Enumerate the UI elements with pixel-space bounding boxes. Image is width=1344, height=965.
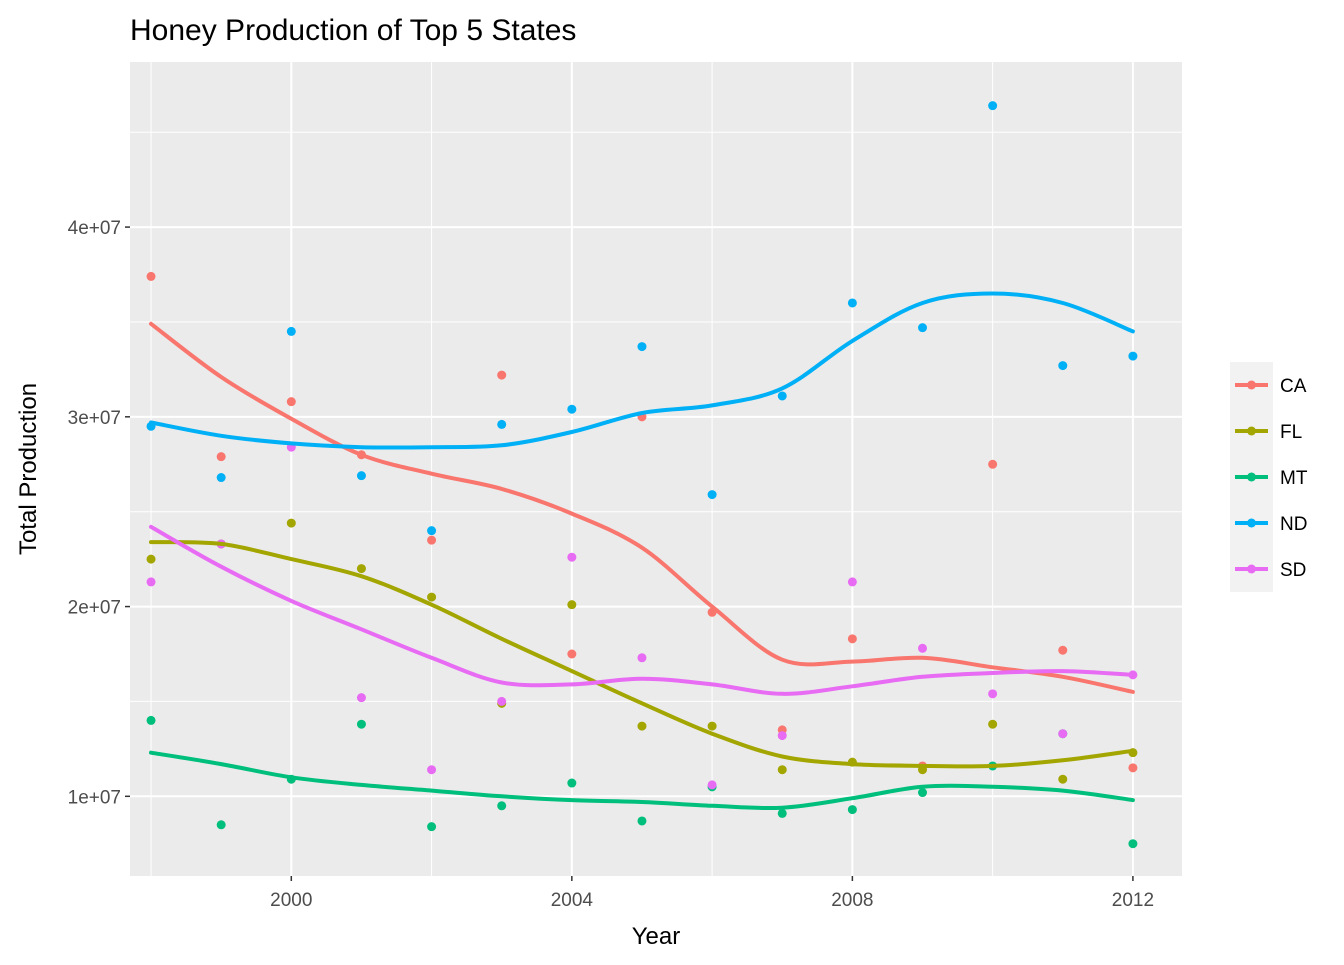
data-point-ca [216,452,226,462]
data-point-sd [427,765,437,775]
data-point-sd [988,689,998,699]
data-point-sd [918,643,928,653]
plot-panel [130,62,1182,876]
data-point-fl [356,564,366,574]
y-tick-label: 4e+07 [68,218,121,239]
data-point-nd [427,526,437,536]
x-tick-label: 2008 [831,890,873,911]
x-tick-label: 2000 [270,890,312,911]
data-point-ca [497,370,507,380]
data-point-nd [637,342,647,352]
data-point-mt [777,808,787,818]
x-tick-label: 2004 [551,890,594,911]
data-point-ca [847,634,857,644]
data-point-nd [216,473,226,483]
legend-label-mt: MT [1280,468,1308,489]
data-point-nd [356,471,366,481]
data-point-nd [1058,361,1068,371]
y-axis-title: Total Production [15,383,42,555]
smooth-line-mt [149,750,1135,811]
x-tick-label: 2012 [1112,890,1154,911]
data-point-ca [988,459,998,469]
data-point-nd [777,391,787,401]
legend-key-point-fl [1247,426,1256,436]
legend-label-fl: FL [1280,422,1302,443]
x-axis-title: Year [632,923,681,950]
data-point-mt [427,822,437,832]
data-point-nd [847,298,857,308]
data-point-sd [1058,729,1068,739]
data-point-mt [356,719,366,729]
legend-key-point-sd [1247,564,1256,574]
y-tick-label: 1e+07 [68,787,121,808]
y-tick-label: 3e+07 [68,408,121,429]
data-point-mt [918,788,928,798]
data-point-fl [988,719,998,729]
data-point-sd [637,653,647,663]
legend-label-ca: CA [1280,376,1307,397]
data-point-mt [637,816,647,826]
legend: CA FL MT ND SD [1230,362,1308,592]
y-tick-label: 2e+07 [68,598,121,619]
x-axis: 2000 2004 2008 2012 [270,876,1154,911]
data-point-nd [286,326,296,336]
data-point-ca [1058,645,1068,655]
data-point-mt [847,805,857,815]
data-point-ca [146,271,156,281]
data-point-mt [1128,839,1138,849]
data-point-mt [497,801,507,811]
y-axis: 1e+07 2e+07 3e+07 4e+07 [68,218,130,808]
chart-title: Honey Production of Top 5 States [130,14,576,47]
data-point-nd [497,419,507,429]
grid-minor [130,62,1182,876]
data-point-mt [567,778,577,788]
smooth-line-ca [149,321,1135,694]
legend-label-nd: ND [1280,514,1307,535]
data-point-mt [216,820,226,830]
data-point-sd [497,696,507,706]
data-point-sd [777,731,787,741]
data-point-fl [637,721,647,731]
smooth-line-sd [149,524,1135,696]
data-point-fl [427,592,437,602]
data-point-fl [286,518,296,528]
data-point-nd [918,323,928,333]
legend-key-point-nd [1247,518,1256,528]
data-point-nd [567,404,577,414]
data-point-fl [1058,774,1068,784]
legend-label-sd: SD [1280,560,1306,581]
data-point-sd [567,552,577,562]
data-point-nd [1128,351,1138,361]
data-point-ca [427,535,437,545]
data-point-ca [1128,763,1138,773]
data-point-fl [146,554,156,564]
data-point-sd [356,693,366,703]
data-point-fl [707,721,717,731]
data-point-nd [707,490,717,500]
series-lines [149,291,1135,811]
legend-key-point-mt [1247,472,1256,482]
smooth-line-nd [149,291,1135,450]
smooth-line-fl [149,540,1135,769]
data-point-fl [777,765,787,775]
data-point-ca [286,397,296,407]
data-point-sd [146,577,156,587]
data-point-sd [707,780,717,790]
legend-key-point-ca [1247,380,1256,390]
data-point-nd [988,101,998,111]
data-point-mt [146,715,156,725]
data-point-sd [847,577,857,587]
data-point-ca [567,649,577,659]
data-point-fl [567,600,577,610]
